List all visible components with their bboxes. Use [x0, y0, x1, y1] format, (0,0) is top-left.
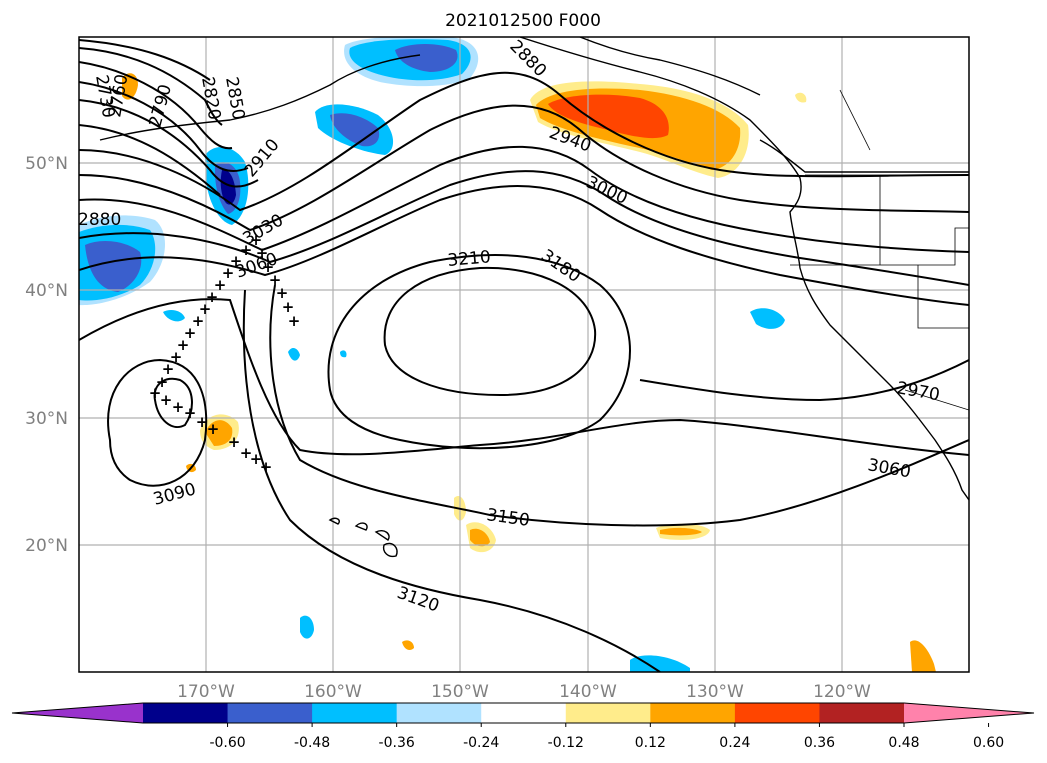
svg-text:+: + [240, 241, 253, 259]
svg-text:+: + [207, 420, 220, 438]
svg-text:+: + [230, 252, 243, 270]
colorbar-tick-label: 0.24 [719, 735, 750, 751]
colorbar-outline [11, 702, 1035, 724]
svg-text:+: + [214, 276, 227, 294]
colorbar-tick-label: -0.36 [379, 735, 415, 751]
svg-text:+: + [184, 324, 197, 342]
svg-text:+: + [276, 284, 289, 302]
svg-text:+: + [250, 231, 263, 249]
svg-text:+: + [172, 398, 185, 416]
svg-text:+: + [288, 312, 301, 330]
colorbar-segment [734, 703, 820, 723]
colorbar-segment [481, 703, 567, 723]
svg-text:+: + [162, 360, 175, 378]
lon-label: 140°W [559, 682, 617, 702]
graticule [79, 37, 969, 672]
colorbar-segment [312, 703, 398, 723]
colorbar-segment [819, 703, 905, 723]
lat-label: 30°N [25, 409, 68, 429]
svg-text:+: + [149, 384, 162, 402]
map-title: 2021012500 F000 [445, 11, 601, 31]
colorbar-tick-label: -0.60 [209, 735, 245, 751]
colorbar-segment [396, 703, 482, 723]
lon-label: 120°W [813, 682, 871, 702]
colorbar-tick-label: 0.48 [888, 735, 919, 751]
svg-text:+: + [177, 336, 190, 354]
track-markers: + + + + + + + + + + + + + + + + + + + + … [149, 231, 301, 476]
height-contours [79, 39, 969, 672]
lon-label: 160°W [304, 682, 362, 702]
colorbar-tick-label: 0.12 [635, 735, 666, 751]
svg-text:+: + [250, 450, 263, 468]
lon-label: 150°W [431, 682, 489, 702]
svg-text:+: + [256, 244, 269, 262]
colorbar-segment [143, 703, 229, 723]
colorbar-tick-label: -0.12 [548, 735, 584, 751]
colorbar-extend-low [12, 703, 143, 723]
map-frame [78, 36, 970, 673]
svg-text:+: + [199, 300, 212, 318]
colorbar-segment [650, 703, 736, 723]
svg-text:+: + [184, 404, 197, 422]
contour-label: 3210 [447, 247, 492, 271]
lon-label: 130°W [686, 682, 744, 702]
lat-label: 40°N [25, 281, 68, 301]
coastlines [99, 37, 969, 558]
svg-text:+: + [240, 444, 253, 462]
lon-label: 170°W [177, 682, 235, 702]
contour-label: 2880 [78, 210, 121, 230]
svg-text:+: + [228, 433, 241, 451]
svg-text:+: + [269, 271, 282, 289]
svg-text:+: + [160, 391, 173, 409]
svg-text:+: + [206, 288, 219, 306]
lat-label: 50°N [25, 154, 68, 174]
colorbar: -0.60 -0.48 -0.36 -0.24 -0.12 0.12 0.24 0.36 0.4… [11, 702, 1035, 751]
colorbar-tick-label: -0.48 [294, 735, 330, 751]
map-area [79, 37, 969, 672]
colorbar-tick-label: -0.24 [463, 735, 499, 751]
latitude-labels: 50°N 40°N 30°N 20°N [25, 154, 68, 556]
svg-text:+: + [192, 312, 205, 330]
colorbar-segment [565, 703, 651, 723]
svg-text:+: + [222, 264, 235, 282]
svg-text:+: + [170, 348, 183, 366]
lat-label: 20°N [25, 536, 68, 556]
colorbar-extend-high [904, 703, 1034, 723]
svg-text:+: + [196, 413, 209, 431]
longitude-labels: 170°W 160°W 150°W 140°W 130°W 120°W [177, 682, 871, 702]
svg-text:+: + [156, 373, 169, 391]
colorbar-segment [227, 703, 313, 723]
svg-text:+: + [262, 258, 275, 276]
colorbar-tick-label: 0.60 [973, 735, 1004, 751]
svg-text:+: + [282, 298, 295, 316]
colorbar-tick-label: 0.36 [804, 735, 835, 751]
svg-text:+: + [260, 458, 273, 476]
